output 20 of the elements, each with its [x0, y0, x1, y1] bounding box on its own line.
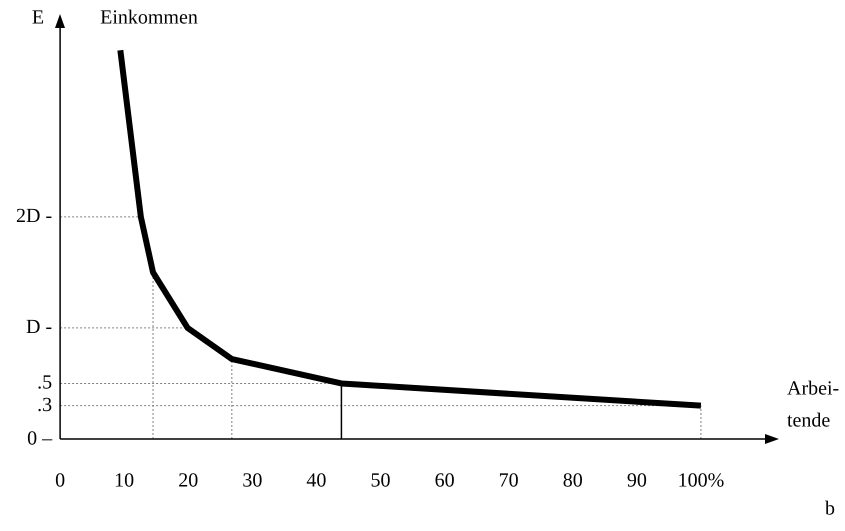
x-tick-label: 20 — [178, 469, 198, 492]
x-tick-label: 30 — [242, 469, 262, 492]
text: Arbei-tende — [787, 377, 840, 432]
x-tick-label: 50 — [370, 469, 391, 492]
x-tick-label: 70 — [498, 469, 519, 492]
x-tick-label: 90 — [626, 469, 647, 492]
x-tick-label: 100% — [678, 469, 724, 492]
y-tick-label: D - — [26, 316, 52, 338]
y-tick-label: .5 — [37, 372, 52, 394]
x-axis-title: b — [825, 497, 835, 520]
y-tick-label: 2D - — [16, 205, 52, 228]
x-tick-label: 10 — [114, 469, 134, 492]
x-tick-label: 0 — [55, 469, 66, 492]
y-tick-label: .3 — [37, 394, 52, 416]
x-tick-label: 60 — [434, 469, 455, 492]
y-tick-label: 0 – — [27, 427, 54, 450]
y-axis-title: E — [32, 6, 44, 28]
annotation: Einkommen — [100, 6, 198, 28]
x-tick-label: 40 — [306, 469, 326, 492]
x-tick-label: 80 — [562, 469, 583, 492]
